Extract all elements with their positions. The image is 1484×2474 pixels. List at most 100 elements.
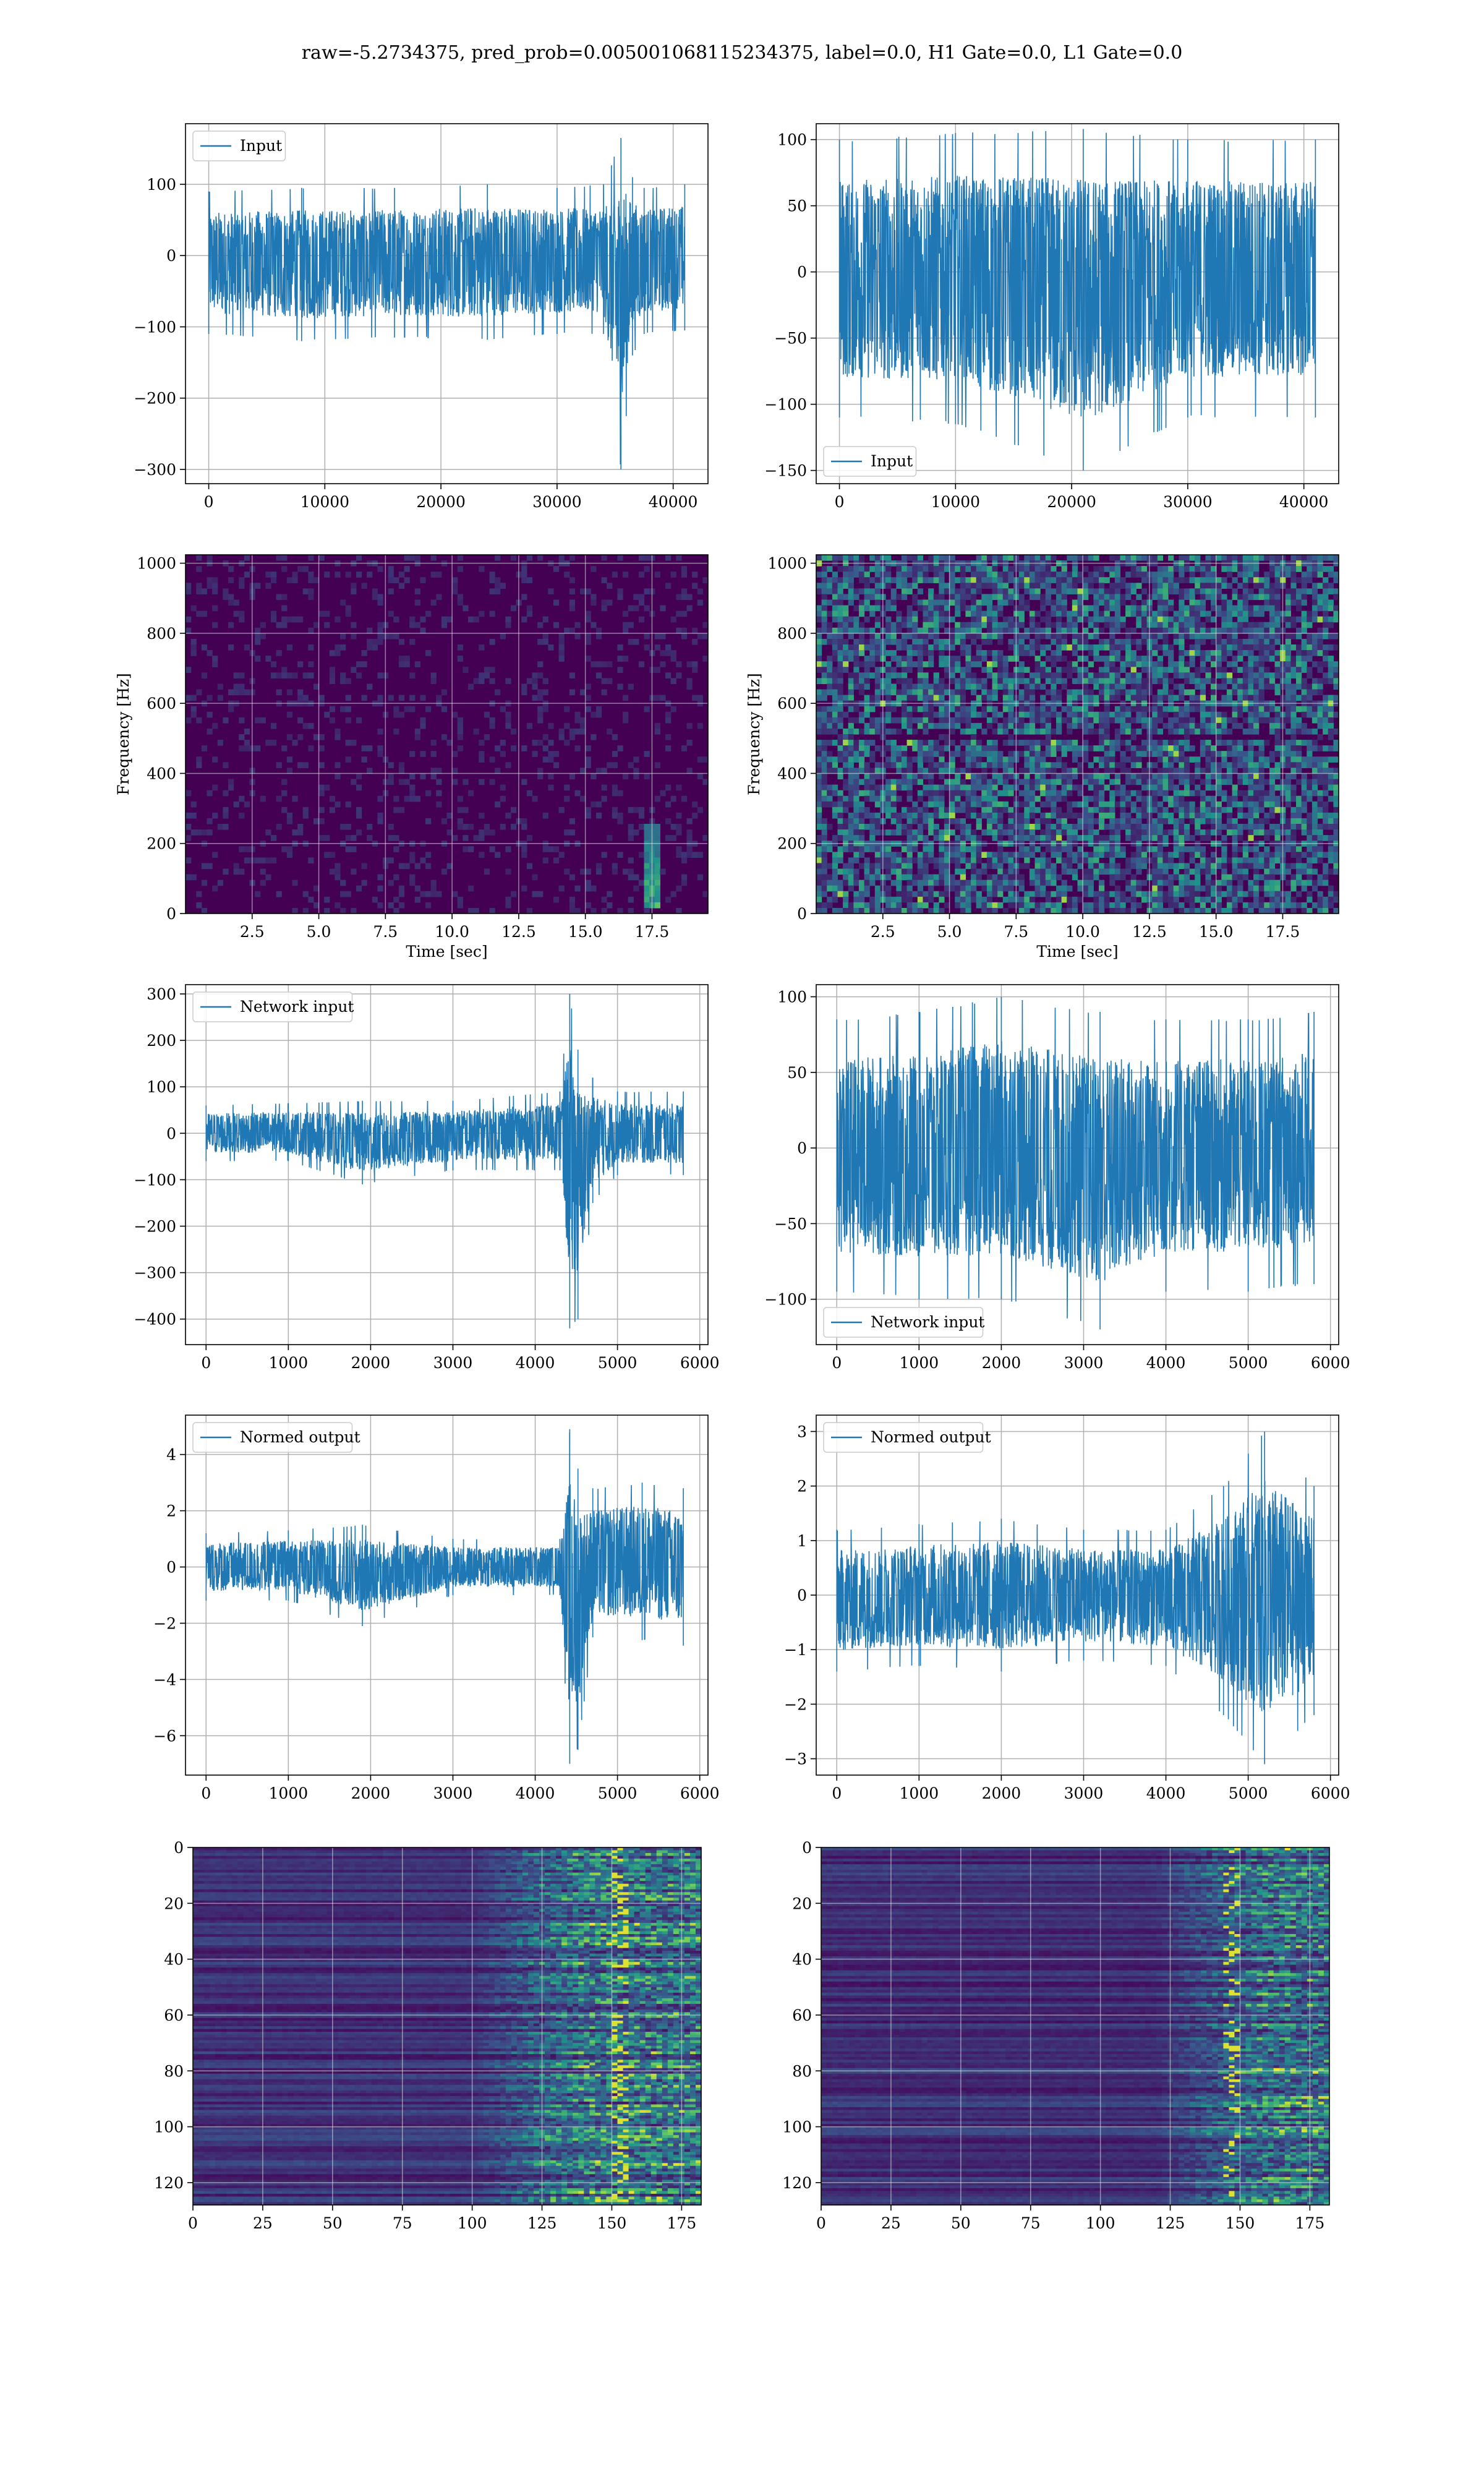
heatmap-cell bbox=[441, 622, 448, 628]
heatmap-cell bbox=[457, 728, 463, 735]
heatmap-cell bbox=[1034, 571, 1041, 578]
heatmap-cell bbox=[965, 605, 971, 612]
heatmap-cell bbox=[644, 588, 650, 595]
heatmap-cell bbox=[874, 863, 881, 870]
heatmap-cell bbox=[928, 824, 934, 830]
heatmap-cell bbox=[912, 857, 918, 864]
heatmap-cell bbox=[1061, 779, 1067, 785]
heatmap-cell bbox=[1173, 638, 1179, 645]
heatmap-cell bbox=[933, 790, 939, 797]
heatmap-cell bbox=[944, 902, 950, 909]
heatmap-cell bbox=[1205, 656, 1211, 662]
heatmap-cell bbox=[1152, 695, 1158, 701]
heatmap-cell bbox=[816, 885, 822, 892]
heatmap-cell bbox=[1072, 555, 1078, 561]
heatmap-cell bbox=[1072, 711, 1078, 718]
heatmap-cell bbox=[939, 622, 945, 628]
heatmap-cell bbox=[832, 599, 838, 606]
heatmap-cell bbox=[1067, 711, 1073, 718]
heatmap-cell bbox=[853, 852, 859, 858]
heatmap-cell bbox=[939, 734, 945, 740]
heatmap-cell bbox=[885, 599, 892, 606]
heatmap-cell bbox=[654, 644, 660, 651]
heatmap-cell bbox=[821, 638, 827, 645]
heatmap-cell bbox=[1109, 695, 1115, 701]
heatmap-cell bbox=[1077, 751, 1083, 757]
heatmap-cell bbox=[1205, 801, 1211, 808]
heatmap-cell bbox=[1157, 902, 1164, 909]
heatmap-cell bbox=[1045, 868, 1051, 875]
heatmap-cell bbox=[1109, 566, 1115, 572]
heatmap-cell bbox=[853, 891, 859, 897]
heatmap-cell bbox=[986, 801, 993, 808]
heatmap-cell bbox=[848, 683, 854, 690]
x-tick-label: 30000 bbox=[532, 493, 582, 511]
heatmap-cell bbox=[670, 835, 676, 841]
heatmap-cell bbox=[1034, 583, 1041, 589]
heatmap-cell bbox=[569, 605, 576, 612]
heatmap-cell bbox=[827, 795, 833, 802]
heatmap-cell bbox=[1195, 773, 1201, 780]
heatmap-cell bbox=[654, 863, 660, 870]
heatmap-cell bbox=[1216, 790, 1222, 797]
heatmap-cell bbox=[858, 768, 865, 774]
heatmap-cell bbox=[1088, 863, 1094, 870]
heatmap-cell bbox=[324, 610, 330, 617]
heatmap-cell bbox=[821, 824, 827, 830]
heatmap-cell bbox=[1200, 577, 1206, 583]
heatmap-cell bbox=[1056, 852, 1062, 858]
heatmap-cell bbox=[1141, 711, 1148, 718]
heatmap-cell bbox=[837, 790, 843, 797]
heatmap-cell bbox=[1162, 706, 1169, 713]
heatmap-cell bbox=[1109, 633, 1115, 640]
heatmap-cell bbox=[601, 599, 607, 606]
heatmap-cell bbox=[1216, 773, 1222, 780]
heatmap-cell bbox=[681, 633, 688, 640]
heatmap-cell bbox=[1152, 835, 1158, 841]
heatmap-cell bbox=[960, 717, 966, 724]
heatmap-cell bbox=[1205, 868, 1211, 875]
heatmap-cell bbox=[848, 795, 854, 802]
heatmap-cell bbox=[1179, 801, 1185, 808]
heatmap-cell bbox=[1168, 717, 1174, 724]
heatmap-cell bbox=[901, 683, 908, 690]
heatmap-cell bbox=[329, 852, 336, 858]
heatmap-cell bbox=[340, 824, 346, 830]
heatmap-cell bbox=[1205, 577, 1211, 583]
heatmap-cell bbox=[939, 599, 945, 606]
heatmap-cell bbox=[885, 779, 892, 785]
heatmap-cell bbox=[1018, 610, 1025, 617]
heatmap-cell bbox=[848, 846, 854, 852]
heatmap-cell bbox=[244, 555, 250, 561]
heatmap-cell bbox=[864, 812, 870, 819]
heatmap-cell bbox=[526, 610, 533, 617]
heatmap-cell bbox=[553, 566, 560, 572]
heatmap-cell bbox=[255, 857, 261, 864]
heatmap-cell bbox=[955, 857, 961, 864]
heatmap-cell bbox=[944, 852, 950, 858]
heatmap-cell bbox=[944, 829, 950, 836]
heatmap-cell bbox=[1114, 734, 1121, 740]
heatmap-cell bbox=[479, 644, 485, 651]
heatmap-cell bbox=[388, 566, 394, 572]
heatmap-cell bbox=[1183, 734, 1190, 740]
heatmap-cell bbox=[1168, 891, 1174, 897]
heatmap-cell bbox=[901, 768, 908, 774]
heatmap-cell bbox=[686, 740, 693, 746]
heatmap-cell bbox=[1168, 768, 1174, 774]
heatmap-cell bbox=[1157, 711, 1164, 718]
heatmap-cell bbox=[1152, 829, 1158, 836]
heatmap-cell bbox=[869, 695, 876, 701]
heatmap-cell bbox=[923, 812, 929, 819]
heatmap-cell bbox=[890, 751, 897, 757]
heatmap-cell bbox=[1173, 745, 1179, 751]
heatmap-cell bbox=[308, 644, 314, 651]
heatmap-cell bbox=[1045, 678, 1051, 685]
heatmap-cell bbox=[489, 829, 495, 836]
heatmap-cell bbox=[1173, 711, 1179, 718]
heatmap-cell bbox=[1157, 661, 1164, 667]
heatmap-cell bbox=[837, 577, 843, 583]
heatmap-cell bbox=[654, 880, 660, 886]
heatmap-cell bbox=[553, 599, 560, 606]
heatmap-cell bbox=[457, 745, 463, 751]
